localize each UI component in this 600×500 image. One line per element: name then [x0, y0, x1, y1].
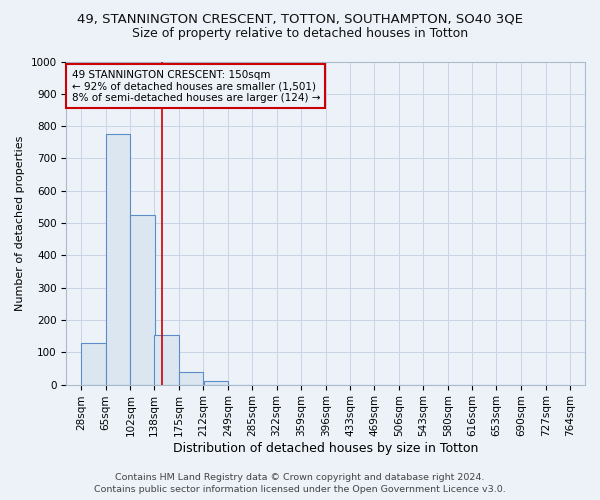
Bar	[130, 215, 155, 384]
Text: 49 STANNINGTON CRESCENT: 150sqm
← 92% of detached houses are smaller (1,501)
8% : 49 STANNINGTON CRESCENT: 150sqm ← 92% of…	[71, 70, 320, 103]
Bar	[154, 334, 179, 384]
Text: Size of property relative to detached houses in Totton: Size of property relative to detached ho…	[132, 28, 468, 40]
Bar	[106, 134, 130, 384]
X-axis label: Distribution of detached houses by size in Totton: Distribution of detached houses by size …	[173, 442, 478, 455]
Y-axis label: Number of detached properties: Number of detached properties	[15, 136, 25, 310]
Bar	[82, 342, 106, 384]
Text: 49, STANNINGTON CRESCENT, TOTTON, SOUTHAMPTON, SO40 3QE: 49, STANNINGTON CRESCENT, TOTTON, SOUTHA…	[77, 12, 523, 26]
Text: Contains HM Land Registry data © Crown copyright and database right 2024.
Contai: Contains HM Land Registry data © Crown c…	[94, 472, 506, 494]
Bar	[203, 380, 228, 384]
Bar	[179, 372, 203, 384]
